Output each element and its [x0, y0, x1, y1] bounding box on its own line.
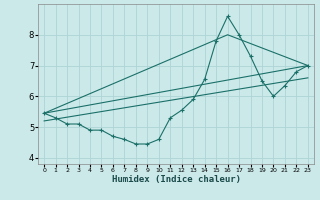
X-axis label: Humidex (Indice chaleur): Humidex (Indice chaleur): [111, 175, 241, 184]
